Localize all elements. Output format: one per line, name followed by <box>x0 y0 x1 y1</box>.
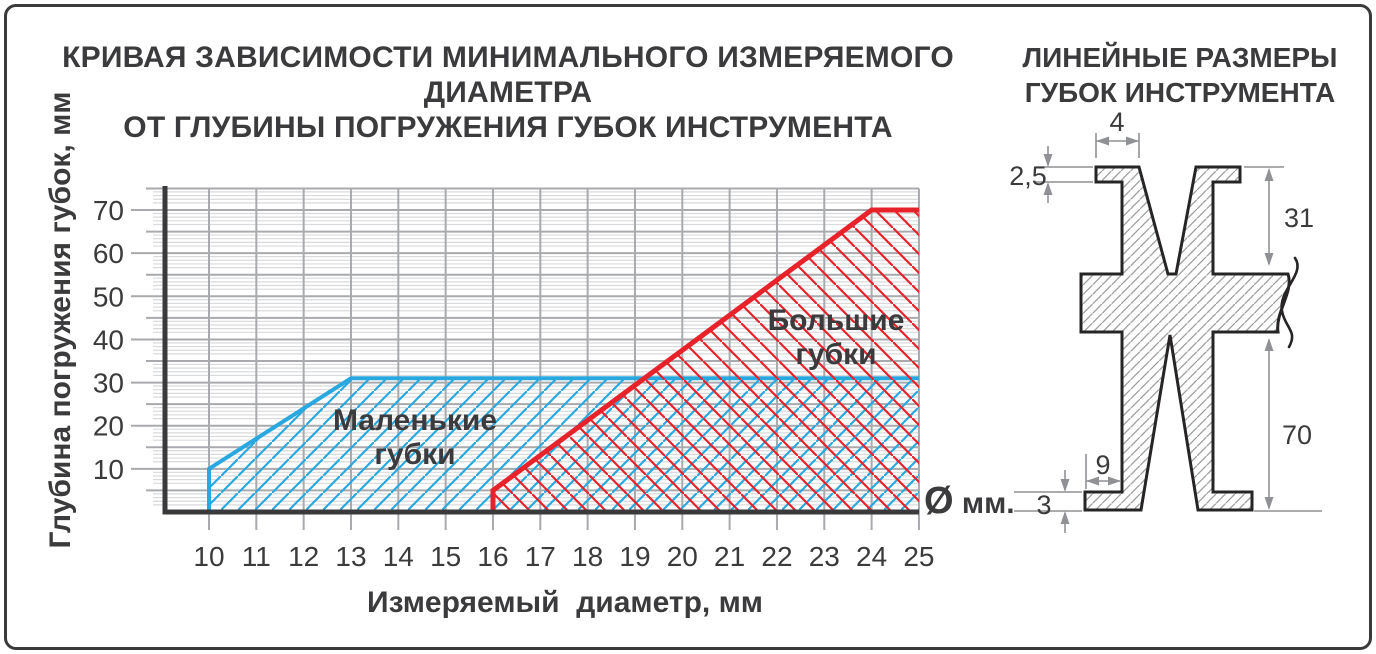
dimension-arrowhead <box>1108 476 1121 486</box>
y-tick-label: 10 <box>93 454 124 485</box>
dimension-arrowhead <box>1264 497 1274 510</box>
label-small-jaws-line1: Маленькие <box>333 404 497 437</box>
y-tick-label: 40 <box>93 324 124 355</box>
dim-large-jaw-depth: 70 <box>1282 420 1312 450</box>
dim-top-jaw-width: 4 <box>1109 107 1124 137</box>
x-tick-label: 12 <box>288 541 319 572</box>
x-tick-label: 16 <box>477 541 508 572</box>
label-large-jaws-line1: Большие <box>768 304 905 337</box>
region-large-jaws <box>492 210 919 512</box>
x-tick-label: 10 <box>193 541 224 572</box>
dimension-arrowhead <box>1086 476 1099 486</box>
dimension-arrowhead <box>1264 168 1274 181</box>
x-tick-label: 11 <box>242 541 271 572</box>
drawing-title: ЛИНЕЙНЫЕ РАЗМЕРЫ ГУБОК ИНСТРУМЕНТА <box>1010 40 1350 110</box>
dimension-arrowhead <box>1060 511 1070 524</box>
drawing-title-line1: ЛИНЕЙНЫЕ РАЗМЕРЫ <box>1022 42 1338 73</box>
x-tick-label: 17 <box>525 541 556 572</box>
dimension-arrowhead <box>1096 136 1109 146</box>
y-tick-label: 20 <box>93 411 124 442</box>
dimension-arrowhead <box>1060 479 1070 492</box>
dimension-arrowhead <box>1043 182 1053 195</box>
y-axis-title: Глубина погружения губок, мм <box>44 92 77 549</box>
dim-top-flange-thickness: 2,5 <box>1009 161 1047 191</box>
x-tick-label: 25 <box>903 541 934 572</box>
y-tick-label: 50 <box>93 281 124 312</box>
x-tick-label: 18 <box>572 541 603 572</box>
y-tick-label: 30 <box>93 368 124 399</box>
beam-break-squiggle <box>1280 256 1299 349</box>
x-tick-label: 22 <box>761 541 792 572</box>
dimension-arrowhead <box>1264 253 1274 266</box>
chart-title-line2: ОТ ГЛУБИНЫ ПОГРУЖЕНИЯ ГУБОК ИНСТРУМЕНТА <box>123 111 893 144</box>
label-large-jaws-line2: губки <box>795 338 876 371</box>
x-tick-label: 20 <box>667 541 698 572</box>
boundary-small-jaws <box>207 376 919 512</box>
diameter-unit-label: Ø мм. <box>924 480 1015 522</box>
dimension-arrowhead <box>1264 338 1274 351</box>
boundary-large-jaws <box>490 207 919 512</box>
dimension-arrowhead <box>1043 154 1053 167</box>
x-tick-label: 14 <box>383 541 414 572</box>
label-small-jaws-line2: губки <box>374 438 455 471</box>
y-tick-label: 70 <box>93 195 124 226</box>
drawing-title-line2: ГУБОК ИНСТРУМЕНТА <box>1024 77 1336 108</box>
x-tick-label: 23 <box>809 541 840 572</box>
x-tick-label: 21 <box>714 541 745 572</box>
x-tick-label: 19 <box>619 541 650 572</box>
jaw-profile <box>1079 165 1291 512</box>
x-tick-label: 13 <box>335 541 366 572</box>
y-tick-label: 60 <box>93 238 124 269</box>
dim-small-jaw-depth: 31 <box>1284 203 1314 233</box>
chart-title-line1: КРИВАЯ ЗАВИСИМОСТИ МИНИМАЛЬНОГО ИЗМЕРЯЕМ… <box>62 41 954 109</box>
x-axis-title: Измеряемый диаметр, мм <box>367 586 763 619</box>
chart-title: КРИВАЯ ЗАВИСИМОСТИ МИНИМАЛЬНОГО ИЗМЕРЯЕМ… <box>56 40 960 145</box>
dimension-arrowhead <box>1126 136 1139 146</box>
dim-bottom-flange-thickness: 3 <box>1036 490 1051 520</box>
x-tick-label: 24 <box>856 541 887 572</box>
dim-bottom-step-width: 9 <box>1095 450 1110 480</box>
x-tick-label: 15 <box>430 541 461 572</box>
